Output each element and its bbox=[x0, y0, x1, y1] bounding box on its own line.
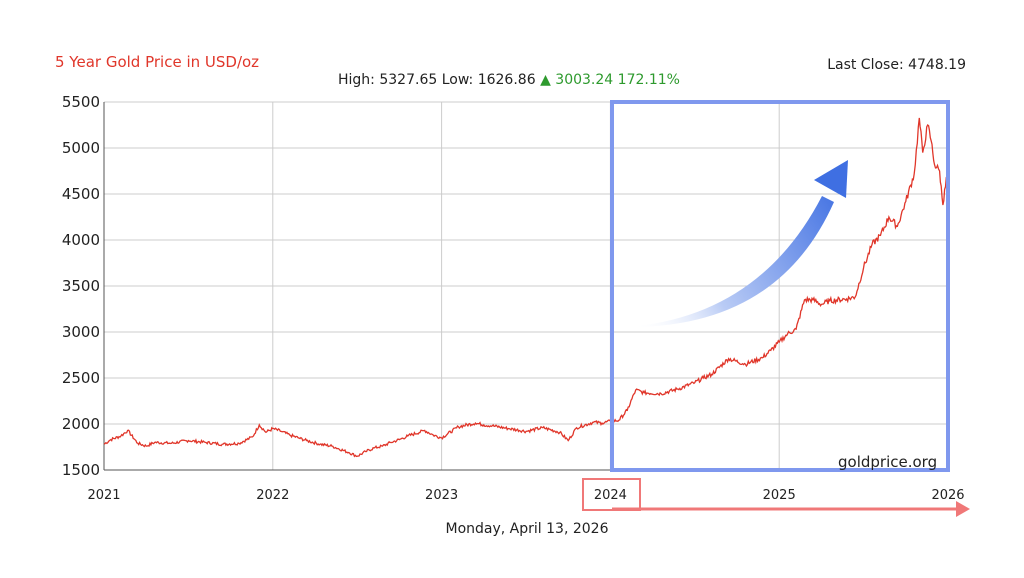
high-value: 5327.65 bbox=[379, 72, 438, 88]
x-tick-label: 2026 bbox=[931, 488, 964, 503]
x-tick-label: 2025 bbox=[763, 488, 796, 503]
last-close: Last Close: 4748.19 bbox=[827, 57, 966, 73]
x-tick-label: 2024 bbox=[594, 488, 627, 503]
date-label: Monday, April 13, 2026 bbox=[445, 521, 609, 537]
low-value: 1626.86 bbox=[477, 72, 536, 88]
y-tick-label: 4000 bbox=[62, 231, 100, 249]
change-up-icon: ▲ bbox=[540, 72, 551, 88]
year-highlight-box bbox=[582, 478, 641, 511]
y-tick-label: 2500 bbox=[62, 369, 100, 387]
low-label: Low: bbox=[441, 72, 474, 88]
price-series-line bbox=[103, 117, 949, 458]
y-tick-label: 2000 bbox=[62, 415, 100, 433]
watermark: goldprice.org bbox=[838, 453, 937, 471]
y-tick-label: 5000 bbox=[62, 139, 100, 157]
arrow-up-right-icon bbox=[628, 160, 848, 328]
chart-grid bbox=[103, 101, 949, 471]
x-axis-ticks: 2021 2022 2023 2024 2025 2026 bbox=[87, 488, 964, 503]
highlight-box bbox=[610, 100, 950, 472]
change-percent: 172.11% bbox=[617, 72, 680, 88]
high-label: High: bbox=[338, 72, 375, 88]
change-value: 3003.24 bbox=[555, 72, 614, 88]
y-tick-label: 4500 bbox=[62, 185, 100, 203]
chart-title: 5 Year Gold Price in USD/oz bbox=[55, 53, 260, 71]
y-axis-ticks: 1500 2000 2500 3000 3500 4000 4500 5000 5500 bbox=[62, 93, 100, 479]
price-stats: High: 5327.65 Low: 1626.86 ▲ 3003.24 172… bbox=[338, 72, 680, 88]
y-tick-label: 1500 bbox=[62, 461, 100, 479]
y-tick-label: 3500 bbox=[62, 277, 100, 295]
y-tick-label: 3000 bbox=[62, 323, 100, 341]
x-tick-label: 2021 bbox=[87, 488, 120, 503]
y-tick-label: 5500 bbox=[62, 93, 100, 111]
x-tick-label: 2022 bbox=[256, 488, 289, 503]
arrow-right-icon bbox=[612, 501, 970, 517]
x-tick-label: 2023 bbox=[425, 488, 458, 503]
